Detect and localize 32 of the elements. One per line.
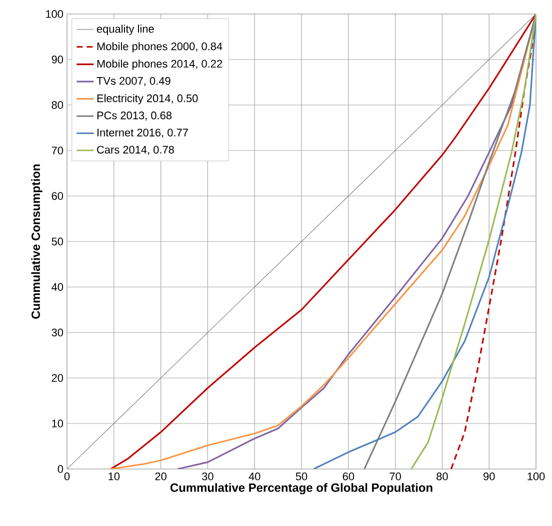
x-tick-label: 50 xyxy=(296,472,308,480)
x-tick-label: 20 xyxy=(155,472,166,480)
x-tick-label: 90 xyxy=(484,472,495,480)
legend-label: TVs 2007, 0.49 xyxy=(96,77,170,86)
x-tick-label: 100 xyxy=(528,472,545,480)
y-tick-label: 40 xyxy=(52,283,64,291)
x-tick-label: 70 xyxy=(390,472,401,480)
legend-label: Internet 2016, 0.77 xyxy=(98,128,188,138)
legend-label: Mobile phones 2000, 0.84 xyxy=(97,42,222,52)
y-tick-label: 100 xyxy=(46,10,64,18)
x-tick-label: 0 xyxy=(64,472,70,480)
y-tick-label: 10 xyxy=(52,420,64,428)
x-tick-label: 30 xyxy=(202,472,214,480)
x-axis-title: Cummulative Percentage of Global Population xyxy=(170,483,432,494)
legend-label: Mobile phones 2014, 0.22 xyxy=(97,60,222,70)
x-tick-label: 60 xyxy=(342,472,354,480)
y-tick-label: 80 xyxy=(52,101,64,109)
x-tick-label: 10 xyxy=(108,472,120,480)
y-tick-label: 90 xyxy=(52,56,64,64)
y-axis-title: Cummulative Consumption xyxy=(31,164,42,319)
y-tick-label: 70 xyxy=(52,146,64,154)
y-tick-label: 60 xyxy=(52,192,64,200)
y-tick-label: 50 xyxy=(52,238,64,246)
y-tick-label: 0 xyxy=(58,465,64,473)
x-tick-label: 80 xyxy=(436,472,448,480)
legend-label: Electricity 2014, 0.50 xyxy=(97,94,198,104)
y-tick-label: 20 xyxy=(52,374,64,382)
x-tick-label: 40 xyxy=(248,472,260,480)
legend-label: equality line xyxy=(96,24,154,35)
legend-label: PCs 2013, 0.68 xyxy=(97,112,172,121)
y-tick-label: 30 xyxy=(52,328,64,336)
legend-label: Cars 2014, 0.78 xyxy=(97,146,174,155)
